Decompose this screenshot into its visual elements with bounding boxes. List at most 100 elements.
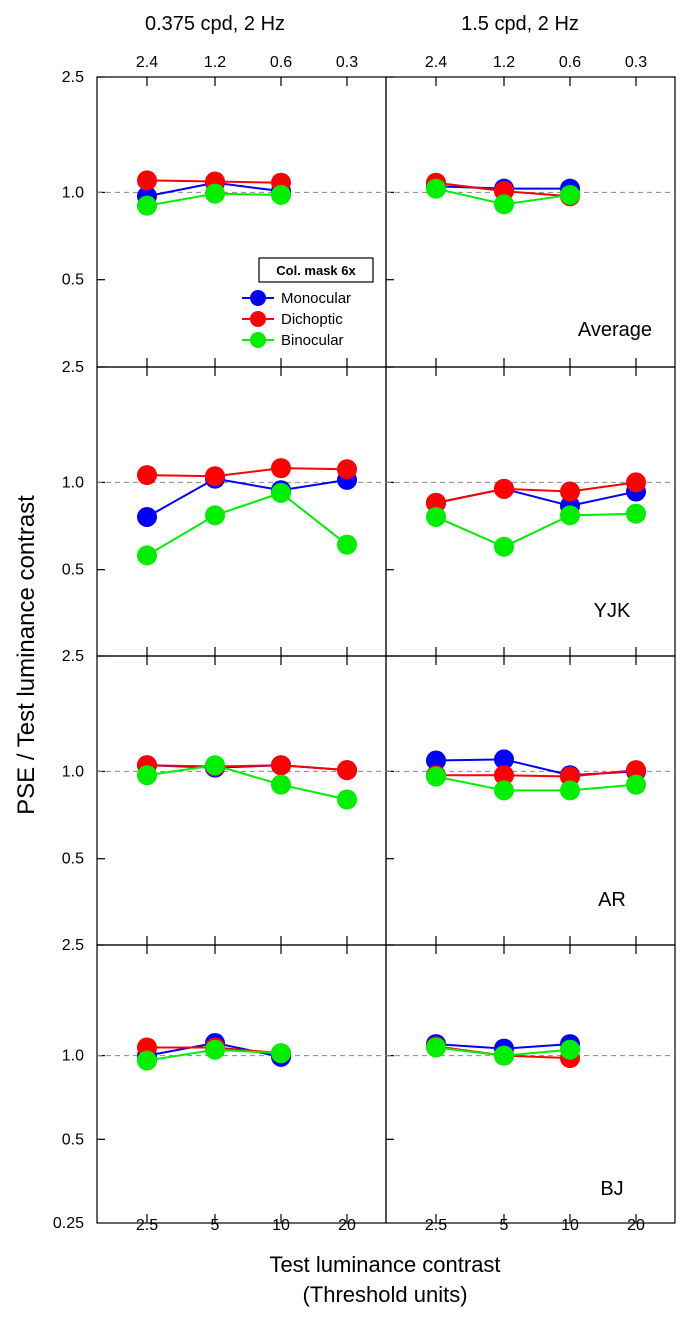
data-point-binocular-4-2: [271, 774, 291, 795]
data-point-dichoptic-3-3: [626, 472, 646, 493]
data-point-binocular-4-0: [137, 765, 157, 786]
data-point-dichoptic-3-0: [426, 492, 446, 513]
legend-title: Col. mask 6x: [276, 263, 356, 278]
top-tick-label-0-1: 1.2: [204, 54, 226, 71]
data-point-binocular-7-0: [426, 1037, 446, 1058]
data-point-binocular-6-0: [137, 1050, 157, 1071]
y-tick-label-1-0: 2.5: [62, 359, 84, 376]
y-tick-label-0-0: 2.5: [62, 69, 84, 86]
series-line-dichoptic-5: [436, 769, 637, 778]
data-point-binocular-2-1: [205, 505, 225, 526]
y-tick-label-0-2: 0.5: [62, 272, 84, 289]
y-tick-label-3-2: 0.5: [62, 1131, 84, 1148]
top-tick-label-1-1: 1.2: [493, 54, 515, 71]
column-title-left: 0.375 cpd, 2 Hz: [145, 13, 285, 35]
data-point-monocular-5-0: [426, 750, 446, 771]
series-line-binocular-5: [435, 775, 637, 792]
bottom-tick-label-1-0: 2.5: [425, 1217, 447, 1234]
bottom-tick-label-0-3: 20: [338, 1217, 356, 1234]
row-label-0: Average: [578, 319, 652, 341]
series-line-dichoptic-2: [146, 467, 348, 478]
data-point-dichoptic-4-3: [337, 760, 357, 781]
panel-frame-3-1: [385, 944, 676, 1224]
bottom-tick-label-0-2: 10: [272, 1217, 290, 1234]
data-point-binocular-5-2: [560, 780, 580, 801]
data-point-monocular-2-0: [137, 506, 157, 527]
top-tick-label-1-3: 0.3: [625, 54, 647, 71]
data-point-binocular-2-3: [337, 534, 357, 555]
data-point-dichoptic-5-3: [626, 760, 646, 781]
x-axis-label: Test luminance contrast: [269, 1252, 500, 1277]
y-tick-label-3-1: 1.0: [62, 1048, 84, 1065]
y-tick-label-2-1: 1.0: [62, 763, 84, 780]
panel-frame-2-1: [385, 655, 676, 946]
top-tick-label-0-0: 2.4: [136, 54, 158, 71]
y-tick-label-1-1: 1.0: [62, 474, 84, 491]
top-tick-label-1-0: 2.4: [425, 54, 447, 71]
top-tick-label-0-2: 0.6: [270, 54, 292, 71]
data-point-binocular-0-0: [137, 195, 157, 216]
data-point-dichoptic-5-2: [560, 766, 580, 787]
legend-marker-binocular: [250, 332, 266, 348]
legend-marker-monocular: [250, 290, 266, 306]
y-tick-label-2-2: 0.5: [62, 851, 84, 868]
y-axis-label: PSE / Test luminance contrast: [13, 495, 40, 815]
data-point-binocular-4-3: [337, 789, 357, 810]
series-line-binocular-2: [146, 491, 348, 557]
data-point-dichoptic-3-2: [560, 481, 580, 502]
data-point-dichoptic-2-1: [205, 466, 225, 487]
data-point-binocular-0-1: [205, 183, 225, 204]
data-point-dichoptic-0-0: [137, 170, 157, 191]
series-line-dichoptic-4: [146, 764, 348, 772]
legend: Col. mask 6x Monocular Dichoptic Binocular: [242, 257, 374, 349]
data-point-binocular-5-0: [426, 766, 446, 787]
data-point-binocular-3-3: [626, 503, 646, 524]
data-point-dichoptic-2-2: [271, 458, 291, 479]
bottom-tick-label-0-1: 5: [211, 1217, 220, 1234]
y-tick-label-0-1: 1.0: [62, 184, 84, 201]
legend-label-monocular: Monocular: [281, 290, 351, 307]
top-tick-label-1-2: 0.6: [559, 54, 581, 71]
top-tick-label-0-3: 0.3: [336, 54, 358, 71]
series-line-binocular-3: [435, 512, 637, 548]
data-point-binocular-0-2: [271, 184, 291, 205]
row-label-3: BJ: [600, 1178, 623, 1200]
panel-frame-3-0: [96, 944, 387, 1224]
y-tick-label-3-0: 2.5: [62, 937, 84, 954]
data-point-binocular-3-1: [494, 536, 514, 557]
data-point-dichoptic-3-1: [494, 478, 514, 499]
x-axis-label-units: (Threshold units): [302, 1282, 467, 1307]
bottom-tick-label-0-0: 2.5: [136, 1217, 158, 1234]
data-point-binocular-3-0: [426, 506, 446, 527]
legend-label-dichoptic: Dichoptic: [281, 311, 343, 328]
data-point-binocular-1-1: [494, 194, 514, 215]
data-point-binocular-2-2: [271, 482, 291, 503]
series-line-monocular-2: [146, 477, 348, 518]
data-point-dichoptic-5-1: [494, 765, 514, 786]
y-tick-label-1-2: 0.5: [62, 562, 84, 579]
data-point-monocular-5-1: [494, 749, 514, 770]
y-tick-label-bottom: 0.25: [53, 1215, 84, 1232]
data-point-binocular-7-1: [494, 1045, 514, 1066]
y-tick-label-2-0: 2.5: [62, 648, 84, 665]
data-point-dichoptic-2-3: [337, 459, 357, 480]
row-label-2: AR: [598, 889, 626, 911]
series-line-binocular-4: [146, 764, 348, 801]
data-point-binocular-4-1: [205, 755, 225, 776]
data-point-binocular-3-2: [560, 505, 580, 526]
bottom-tick-label-1-3: 20: [627, 1217, 645, 1234]
data-point-binocular-1-2: [560, 184, 580, 205]
data-point-binocular-1-0: [426, 178, 446, 199]
data-point-binocular-6-2: [271, 1043, 291, 1064]
series-line-dichoptic-3: [435, 481, 637, 504]
data-point-dichoptic-2-0: [137, 465, 157, 486]
legend-title-box: [258, 257, 374, 283]
column-title-right: 1.5 cpd, 2 Hz: [461, 13, 579, 35]
data-point-binocular-6-1: [205, 1039, 225, 1060]
data-point-binocular-7-2: [560, 1039, 580, 1060]
data-point-binocular-2-0: [137, 545, 157, 566]
bottom-tick-label-1-1: 5: [500, 1217, 509, 1234]
legend-label-binocular: Binocular: [281, 332, 344, 349]
plot-area: 2.4 2.4 1.2 1.2 0.6 0.6 0.3 0.3 2.5 2.5 5 5 10 10 20 20…: [53, 54, 676, 1234]
